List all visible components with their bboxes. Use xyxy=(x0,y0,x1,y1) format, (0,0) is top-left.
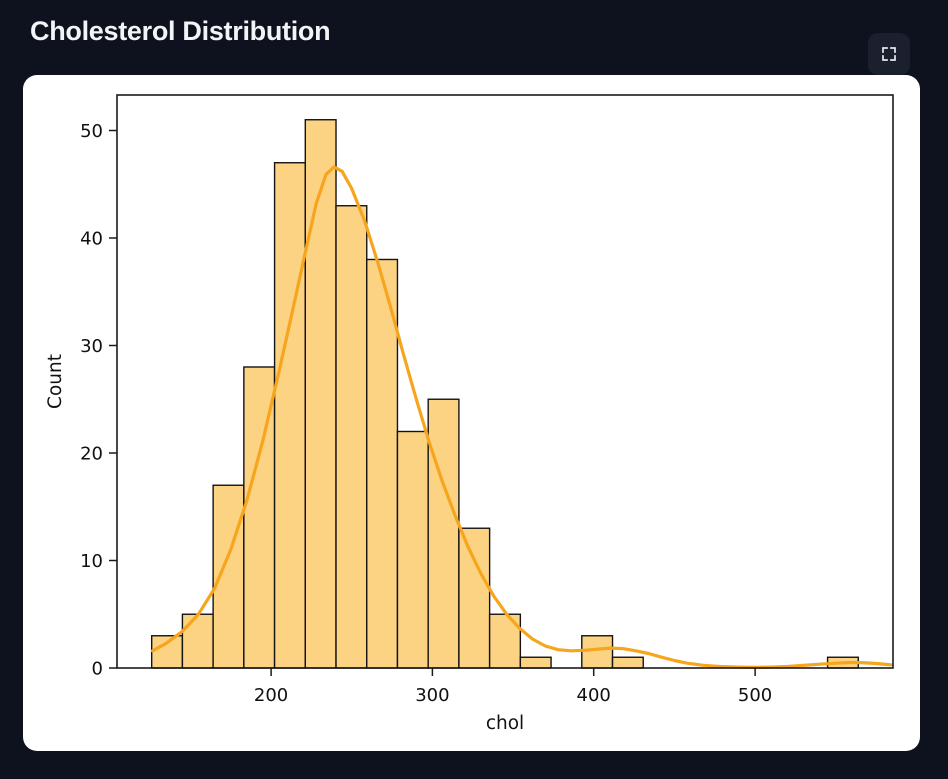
chart-card: 200 300 400 500 0 10 20 30 40 50 chol Count xyxy=(23,75,920,751)
histogram-bar xyxy=(335,205,368,669)
y-axis-label: Count xyxy=(45,354,66,409)
cholesterol-histogram: 200 300 400 500 0 10 20 30 40 50 chol Count xyxy=(45,94,894,734)
histogram-bar xyxy=(181,613,214,669)
y-tick-label: 50 xyxy=(80,121,103,142)
histogram-bar xyxy=(611,656,644,669)
y-tick-label: 0 xyxy=(92,659,103,680)
x-tick-label: 300 xyxy=(415,685,449,706)
x-axis-label: chol xyxy=(486,713,524,734)
y-tick-label: 10 xyxy=(80,551,103,572)
histogram-bar xyxy=(519,656,552,669)
histogram-bar xyxy=(212,484,245,669)
fullscreen-button[interactable] xyxy=(868,33,910,75)
x-tick-label: 200 xyxy=(254,685,288,706)
y-tick-label: 40 xyxy=(80,229,103,250)
histogram-bar xyxy=(304,119,337,669)
histogram-bar xyxy=(396,430,429,669)
y-tick-label: 20 xyxy=(80,444,103,465)
histogram-bar xyxy=(273,162,306,669)
histogram-bar xyxy=(366,258,399,669)
histogram-bar xyxy=(458,527,491,669)
expand-icon xyxy=(882,47,896,61)
x-tick-label: 400 xyxy=(577,685,611,706)
panel-header: Cholesterol Distribution xyxy=(0,0,948,75)
histogram-bar xyxy=(581,635,614,669)
page-title: Cholesterol Distribution xyxy=(30,16,331,46)
x-tick-label: 500 xyxy=(738,685,772,706)
histogram-bar xyxy=(427,398,460,669)
histogram-bar xyxy=(150,635,184,669)
plot-frame xyxy=(116,94,894,669)
y-tick-label: 30 xyxy=(80,336,103,357)
